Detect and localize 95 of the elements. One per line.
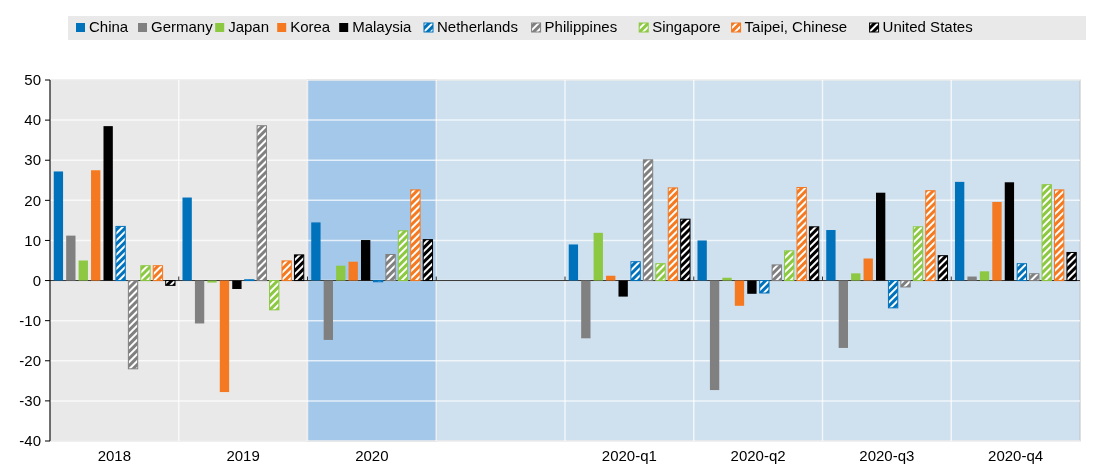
bar	[851, 273, 861, 281]
bar	[826, 230, 836, 281]
legend-label: Singapore	[652, 18, 721, 35]
x-tick-label: 2020-q3	[859, 447, 915, 464]
bar	[182, 197, 192, 281]
bar	[232, 280, 242, 289]
legend-label: Germany	[151, 18, 214, 35]
bar	[900, 280, 911, 288]
bar	[593, 232, 603, 281]
bar	[630, 261, 641, 282]
bar	[722, 277, 732, 281]
bar	[937, 255, 949, 282]
y-tick-label: 10	[24, 231, 41, 249]
y-tick-label: -20	[19, 352, 41, 370]
legend-label: Philippines	[544, 18, 618, 35]
legend-label: Netherlands	[437, 18, 518, 35]
x-tick-label: 2020-q2	[730, 447, 786, 464]
bar	[127, 280, 139, 370]
bar	[863, 258, 873, 281]
bar	[667, 187, 679, 282]
y-tick-label: -40	[19, 432, 41, 450]
bar	[680, 218, 691, 282]
bar	[747, 280, 757, 294]
bar	[422, 239, 434, 282]
x-tick-label: 2019	[226, 447, 260, 464]
bar	[115, 225, 126, 282]
y-tick-label: 30	[24, 151, 41, 169]
bar	[219, 280, 230, 393]
bar	[140, 265, 151, 282]
bar	[78, 260, 88, 281]
bar	[759, 280, 770, 294]
bar	[784, 250, 795, 282]
bar	[875, 192, 886, 281]
bar	[311, 222, 321, 281]
bar	[207, 280, 217, 283]
bar	[912, 226, 924, 282]
bar	[992, 201, 1002, 281]
y-tick-label: 40	[24, 111, 41, 129]
bar	[967, 276, 977, 281]
bar	[838, 280, 848, 348]
bar	[66, 235, 76, 281]
legend-label: United States	[882, 18, 973, 35]
bar	[796, 187, 807, 282]
bar	[887, 280, 899, 309]
bar	[293, 254, 305, 282]
bar	[925, 190, 936, 282]
bar	[642, 159, 654, 282]
x-tick-label: 2020-q1	[601, 447, 657, 464]
y-tick-label: 50	[24, 71, 41, 89]
bar	[281, 260, 292, 282]
bar	[1004, 182, 1015, 281]
legend-label: Malaysia	[352, 18, 413, 35]
bar	[165, 280, 176, 286]
bar	[568, 244, 579, 281]
bar	[709, 280, 720, 391]
bar	[256, 125, 267, 282]
bar	[606, 275, 616, 281]
bar	[1029, 273, 1040, 282]
bar	[91, 170, 101, 281]
x-tick-label: 2018	[97, 447, 132, 464]
bar	[397, 230, 409, 282]
bar	[808, 226, 820, 282]
bar	[53, 171, 64, 281]
bar	[194, 280, 205, 324]
bar	[360, 240, 371, 281]
bar	[1066, 251, 1077, 282]
bar	[1054, 189, 1065, 282]
bar	[336, 265, 346, 281]
bar	[979, 271, 990, 281]
bar	[771, 264, 782, 282]
bar	[734, 280, 745, 306]
bar	[348, 261, 358, 281]
bar	[269, 280, 280, 311]
y-tick-label: -30	[19, 392, 41, 410]
x-tick-label: 2020-q4	[988, 447, 1044, 464]
legend-label: Taipei, Chinese	[744, 18, 848, 35]
legend-label: China	[89, 18, 129, 35]
bar	[697, 240, 707, 281]
bar	[581, 280, 591, 339]
bar	[152, 265, 164, 282]
bar	[1041, 184, 1052, 282]
bar	[323, 280, 333, 340]
bar	[103, 126, 113, 281]
legend-label: Korea	[290, 18, 331, 35]
bar	[385, 253, 396, 282]
bar	[618, 280, 628, 297]
bar	[954, 181, 965, 281]
y-tick-label: 20	[24, 191, 41, 209]
bar	[1016, 263, 1028, 282]
bar	[410, 189, 421, 282]
y-tick-label: -10	[19, 311, 41, 329]
bar	[655, 263, 666, 282]
x-tick-label: 2020	[355, 447, 389, 464]
y-tick-label: 0	[32, 271, 41, 289]
legend-label: Japan	[228, 18, 270, 35]
